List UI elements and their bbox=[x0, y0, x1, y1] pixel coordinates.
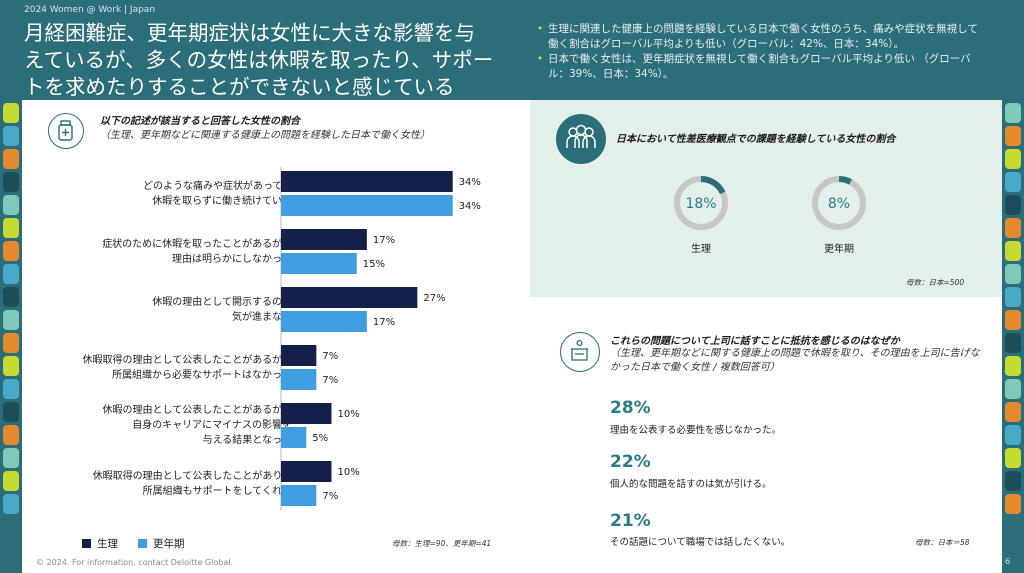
page-title: 月経困難症、更年期症状は女性に大きな影響を与えているが、多くの女性は休暇を取った… bbox=[24, 21, 494, 99]
medicine-bottle-icon bbox=[48, 113, 84, 149]
sample-size-note: 母数：生理=90、更年期=41 bbox=[392, 539, 492, 548]
bar-menopause bbox=[281, 427, 307, 448]
donut-section-title: 日本において性差医療観点での課題を経験している女性の割合 bbox=[616, 134, 896, 145]
footer-bar bbox=[22, 553, 1002, 573]
legend-swatch bbox=[138, 539, 147, 548]
left-decorative-mosaic bbox=[0, 100, 22, 573]
stat-value: 22% bbox=[610, 452, 651, 472]
bar-data-label: 5% bbox=[312, 433, 328, 444]
bar-menopause bbox=[281, 195, 453, 216]
category-label: 休暇の理由として公表したことがあるが、自身のキャリアにマイナスの影響を与える結果… bbox=[22, 403, 293, 448]
stat-value: 21% bbox=[610, 511, 651, 531]
donut-value: 8% bbox=[828, 196, 850, 212]
bar-data-label: 7% bbox=[322, 375, 338, 386]
bar-menstruation bbox=[281, 287, 418, 308]
bar-data-label: 34% bbox=[459, 177, 481, 188]
key-findings-list: 生理に関連した健康上の問題を経験している日本で働く女性のうち、痛みや症状を無視し… bbox=[537, 22, 987, 82]
category-label-line: 所属組織もサポートをしてくれた bbox=[142, 485, 292, 497]
category-label-line: 与える結果となった bbox=[202, 435, 292, 446]
sample-size-note: 母数：日本=500 bbox=[906, 278, 965, 287]
category-label: 休暇取得の理由として公表したことがあるが、所属組織から必要なサポートはなかった bbox=[22, 353, 293, 383]
category-label-line: 自身のキャリアにマイナスの影響を bbox=[132, 420, 292, 431]
bar-menstruation bbox=[281, 229, 367, 250]
stat-text: 理由を公表する必要性を感じなかった。 bbox=[610, 425, 782, 436]
legend-swatch bbox=[82, 539, 91, 548]
podium-speaker-icon bbox=[560, 332, 600, 372]
category-label-line: どのような痛みや症状があっても bbox=[143, 180, 292, 192]
donut-value: 18% bbox=[685, 196, 716, 212]
reasons-subtitle: （生理、更年期などに関する健康上の問題で休暇を取り、その理由を上司に告げなかった… bbox=[610, 348, 980, 373]
bar-chart-panel: 以下の記述が該当すると回答した女性の割合 （生理、更年期などに関連する健康上の問… bbox=[22, 100, 530, 553]
legend-label: 生理 bbox=[97, 538, 118, 550]
legend-item-menopause: 更年期 bbox=[138, 536, 185, 551]
donut-arc bbox=[812, 176, 866, 230]
bar-menstruation bbox=[281, 345, 317, 366]
stat-value: 28% bbox=[610, 398, 651, 418]
category-label-line: 休暇を取らずに働き続けている bbox=[152, 195, 292, 207]
right-decorative-mosaic bbox=[1002, 100, 1024, 573]
bar-menopause bbox=[281, 369, 317, 390]
bar-data-label: 10% bbox=[338, 409, 360, 420]
reasons-title: これらの問題について上司に話すことに抵抗を感じるのはなぜか bbox=[610, 336, 900, 347]
bar-data-label: 15% bbox=[363, 259, 385, 270]
bar-menstruation bbox=[281, 171, 453, 192]
bar-data-label: 17% bbox=[373, 235, 395, 246]
bar-data-label: 7% bbox=[322, 351, 338, 362]
key-finding-item: 生理に関連した健康上の問題を経験している日本で働く女性のうち、痛みや症状を無視し… bbox=[537, 22, 987, 52]
bar-data-label: 27% bbox=[423, 293, 445, 304]
key-finding-item: 日本で働く女性は、更年期症状を無視して働く割合もグローバル平均より低い （グロー… bbox=[537, 52, 987, 82]
donut-label: 更年期 bbox=[824, 244, 854, 255]
donut-charts: 18% 8% bbox=[674, 176, 866, 230]
category-label-line: 理由は明らかにしなかった bbox=[172, 253, 292, 265]
bar-data-label: 34% bbox=[459, 201, 481, 212]
category-label: 休暇の理由として開示するのは気が進まない bbox=[22, 295, 292, 325]
bar-menopause bbox=[281, 485, 317, 506]
donut-label: 生理 bbox=[691, 244, 711, 255]
bar-data-label: 10% bbox=[338, 467, 360, 478]
bar-menstruation bbox=[281, 461, 332, 482]
stat-text: 個人的な問題を話すのは気が引ける。 bbox=[610, 479, 772, 490]
chart-subtitle: （生理、更年期などに関連する健康上の問題を経験した日本で働く女性） bbox=[100, 130, 430, 141]
category-label-line: 症状のために休暇を取ったことがあるが、 bbox=[102, 238, 292, 250]
bar-chart: 34% 34% 17% 15% 27% 17% 7% 7% 10% 5% 10% 7% bbox=[280, 167, 481, 510]
people-group-icon bbox=[556, 114, 606, 164]
category-label-line: 休暇取得の理由として公表したことがあるが、 bbox=[82, 354, 293, 366]
report-label: 2024 Women @ Work | Japan bbox=[24, 5, 156, 15]
bar-menopause bbox=[281, 311, 367, 332]
legend-label: 更年期 bbox=[153, 538, 185, 550]
category-label-line: 気が進まない bbox=[232, 311, 292, 323]
category-label: どのような痛みや症状があっても休暇を取らずに働き続けている bbox=[22, 179, 292, 209]
donut-arc bbox=[674, 176, 728, 230]
page-number: 6 bbox=[1005, 557, 1011, 566]
category-label-line: 休暇の理由として開示するのは bbox=[152, 296, 292, 308]
bar-menopause bbox=[281, 253, 357, 274]
right-panel: 日本において性差医療観点での課題を経験している女性の割合 18% 8% 生理 更年… bbox=[530, 100, 1002, 553]
stat-text: その話題について職場では話したくない。 bbox=[610, 537, 791, 548]
category-label-line: 所属組織から必要なサポートはなかった bbox=[112, 369, 292, 381]
donut-section: 日本において性差医療観点での課題を経験している女性の割合 18% 8% 生理 更年… bbox=[530, 100, 1002, 297]
category-label: 休暇取得の理由として公表したことがあり、所属組織もサポートをしてくれた bbox=[22, 469, 292, 499]
legend-item-menstruation: 生理 bbox=[82, 536, 118, 551]
category-label-line: 休暇取得の理由として公表したことがあり、 bbox=[92, 470, 292, 482]
chart-title: 以下の記述が該当すると回答した女性の割合 bbox=[100, 116, 300, 127]
category-label: 症状のために休暇を取ったことがあるが、理由は明らかにしなかった bbox=[22, 237, 292, 267]
sample-size-note: 母数：日本＝58 bbox=[915, 538, 970, 547]
bar-data-label: 17% bbox=[373, 317, 395, 328]
bar-data-label: 7% bbox=[322, 491, 338, 502]
copyright-text: © 2024. For information, contact Deloitt… bbox=[36, 558, 233, 567]
bar-menstruation bbox=[281, 403, 332, 424]
category-label-line: 休暇の理由として公表したことがあるが、 bbox=[102, 405, 293, 416]
